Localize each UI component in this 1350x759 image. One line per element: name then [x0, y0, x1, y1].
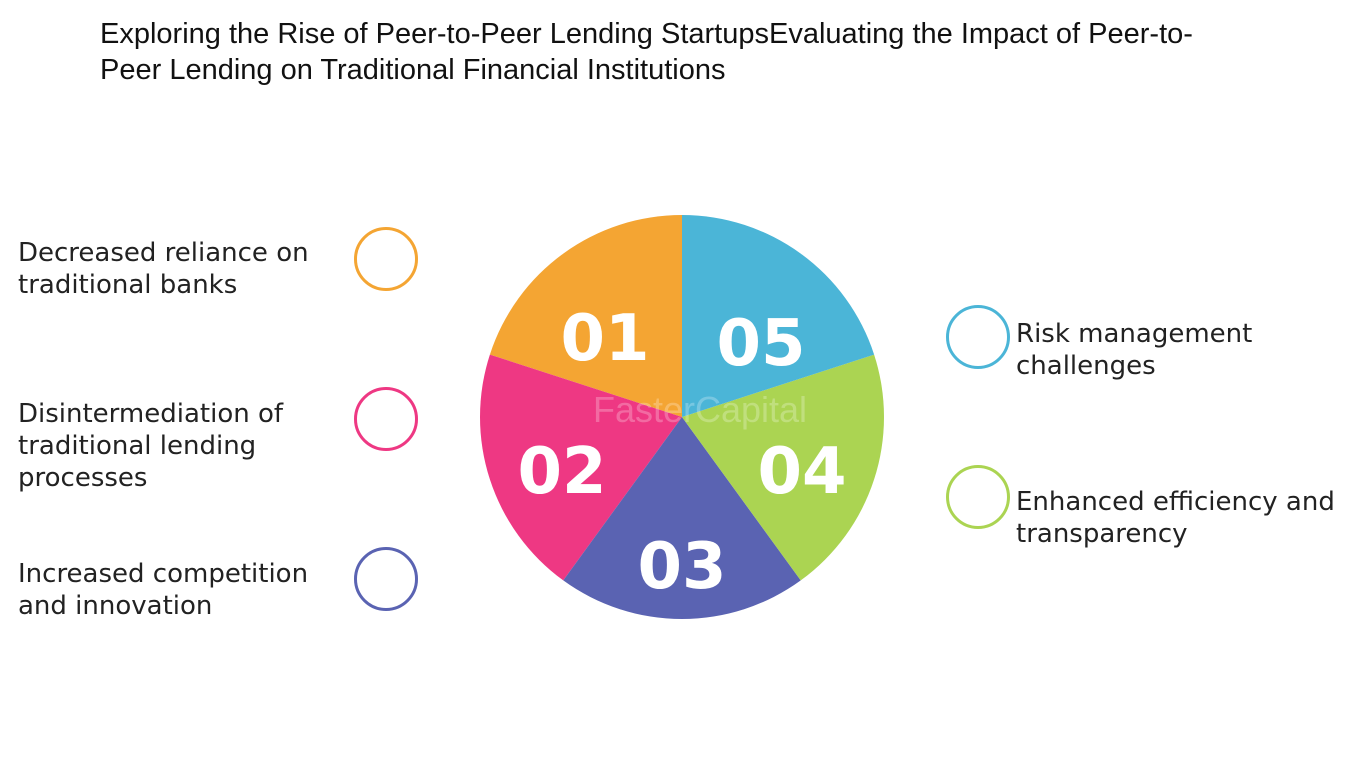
pie-svg: FasterCapital 01 02 03 04 05 [480, 215, 884, 619]
item-label-03: Increased competition and innovation [18, 559, 309, 621]
segment-number-04: 04 [757, 435, 846, 509]
pie-slice-05 [682, 215, 875, 417]
item-label-01: Decreased reliance on traditional banks [18, 238, 309, 300]
ring-marker-05 [946, 305, 1010, 369]
watermark: FasterCapital [593, 389, 807, 430]
ring-marker-01 [354, 227, 418, 291]
pie-diagram: FasterCapital 01 02 03 04 05 [480, 215, 884, 619]
item-label-02: Disintermediation of traditional lending… [18, 399, 284, 493]
ring-marker-04 [946, 465, 1010, 529]
pie-slice-03 [563, 417, 801, 619]
item-label-04: Enhanced efficiency and transparency [1016, 487, 1335, 549]
segment-number-03: 03 [637, 530, 726, 604]
ring-marker-02 [354, 387, 418, 451]
segment-number-05: 05 [716, 307, 805, 381]
segment-number-02: 02 [517, 435, 606, 509]
pie-slice-02 [480, 354, 682, 581]
segment-number-01: 01 [560, 302, 649, 376]
page-title: Exploring the Rise of Peer-to-Peer Lendi… [100, 18, 1193, 86]
pie-slice-04 [682, 354, 884, 581]
pie-slice-01 [489, 215, 682, 417]
ring-marker-03 [354, 547, 418, 611]
item-label-05: Risk management challenges [1016, 319, 1253, 381]
